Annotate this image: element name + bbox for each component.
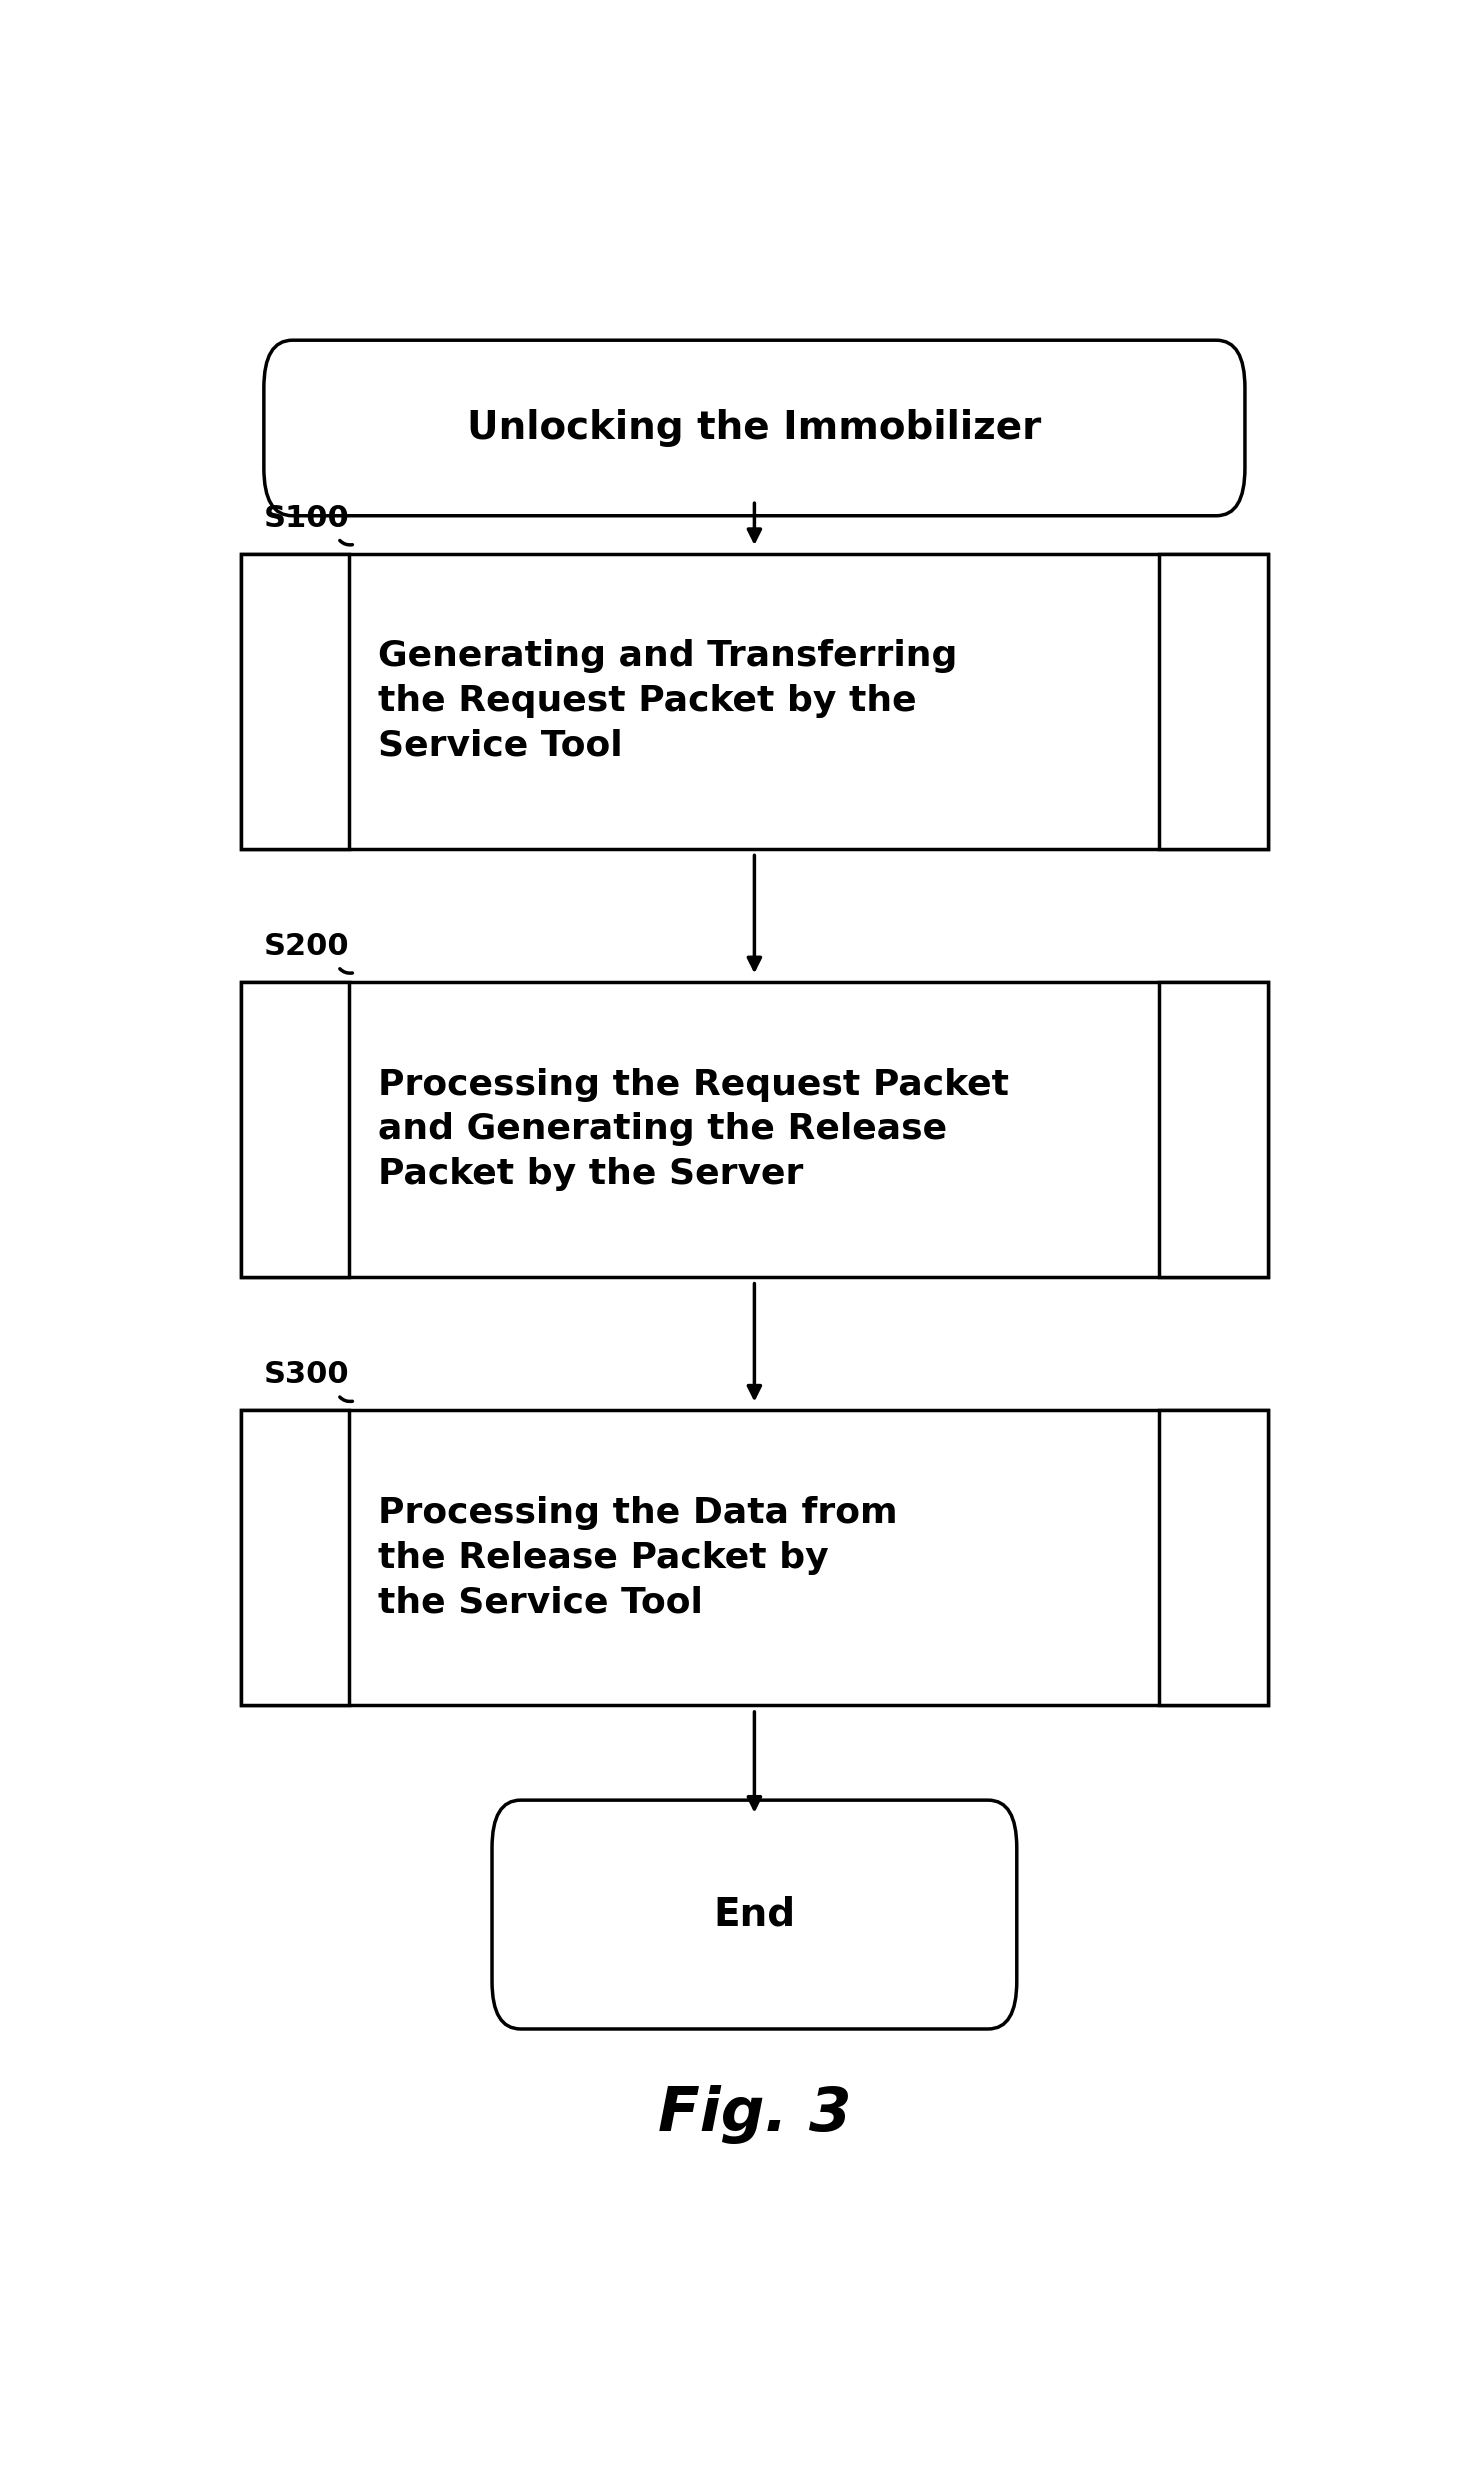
Bar [241,1409,1267,1706]
Bar [241,981,349,1278]
Bar [241,554,349,848]
Bar [241,981,1267,1278]
Bar [1160,981,1267,1278]
FancyBboxPatch shape [492,1800,1017,2030]
Text: Processing the Request Packet
and Generating the Release
Packet by the Server: Processing the Request Packet and Genera… [378,1068,1008,1192]
Text: S100: S100 [263,504,350,531]
Bar [1160,554,1267,848]
Text: End: End [714,1896,795,1933]
Bar [1160,1409,1267,1706]
Bar [241,554,1267,848]
Text: S300: S300 [263,1360,349,1389]
FancyBboxPatch shape [263,341,1245,517]
Text: Generating and Transferring
the Request Packet by the
Service Tool: Generating and Transferring the Request … [378,640,957,764]
Text: Fig. 3: Fig. 3 [658,2084,851,2143]
Text: S200: S200 [263,932,349,962]
Text: Processing the Data from
the Release Packet by
the Service Tool: Processing the Data from the Release Pac… [378,1496,898,1619]
Bar [241,1409,349,1706]
Text: Unlocking the Immobilizer: Unlocking the Immobilizer [467,408,1042,447]
